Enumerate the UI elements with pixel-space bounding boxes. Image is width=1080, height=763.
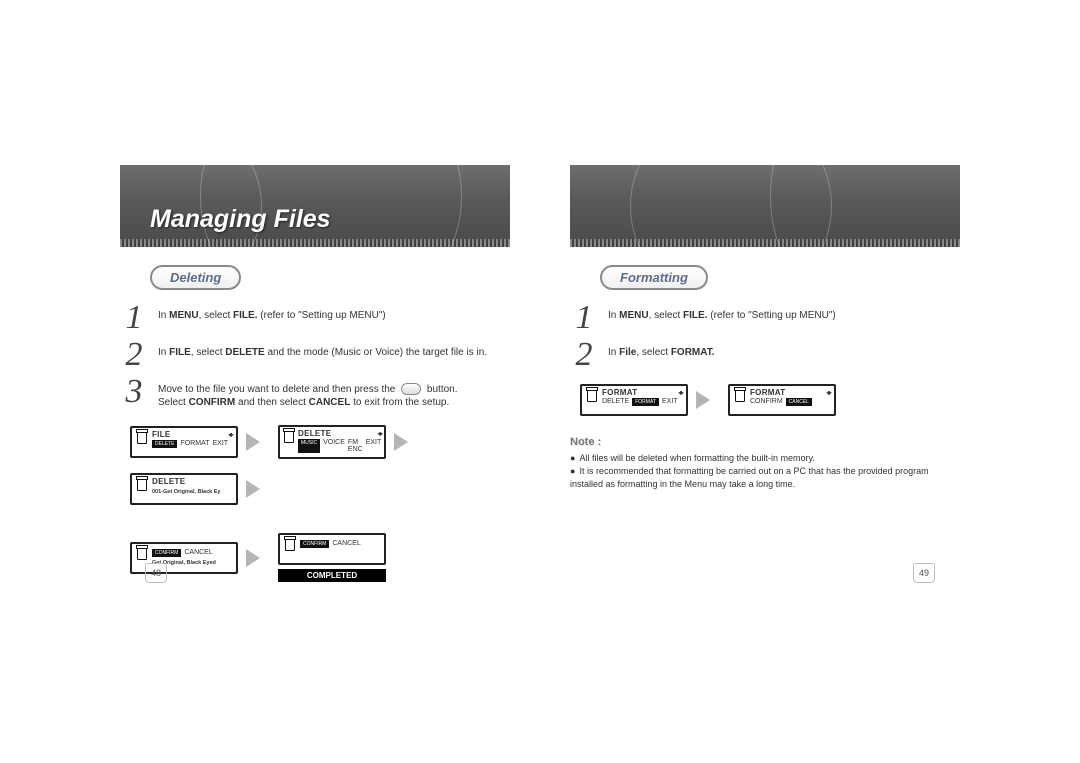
step-number: 1 [570, 304, 598, 331]
nav-arrows-icon: ◂▸ [678, 391, 682, 395]
note-item: ●All files will be deleted when formatti… [570, 452, 960, 465]
lcd-delete-file: DELETE 001-Get Original, Black Ey [130, 473, 260, 505]
step-text: In MENU, select FILE. (refer to "Setting… [158, 304, 510, 322]
step-3: 3 Move to the file you want to delete an… [120, 378, 510, 409]
lcd-delete-mode: DELETE ◂▸ MUSIC VOICE FM ENC EXIT [278, 425, 408, 459]
step-text: In FILE, select DELETE and the mode (Mus… [158, 341, 510, 359]
mode-button-icon [401, 383, 421, 395]
step-number: 3 [120, 378, 148, 405]
trash-icon [285, 539, 295, 551]
note-item: ●It is recommended that formatting be ca… [570, 465, 960, 490]
lcd-confirm-2: CONFIRM CANCEL COMPLETED [278, 533, 386, 582]
trash-icon [137, 479, 147, 491]
step-2: 2 In FILE, select DELETE and the mode (M… [120, 341, 510, 368]
lcd-format-2: FORMAT ◂▸ CONFIRM CANCEL [728, 384, 836, 416]
trash-icon [735, 390, 745, 402]
step-number: 1 [120, 304, 148, 331]
nav-arrows-icon: ◂▸ [826, 391, 830, 395]
lcd-screen: FORMAT ◂▸ DELETE FORMAT EXIT [580, 384, 688, 416]
arrow-icon [394, 433, 408, 451]
lcd-screen: FORMAT ◂▸ CONFIRM CANCEL [728, 384, 836, 416]
lcd-screen: DELETE 001-Get Original, Black Ey [130, 473, 238, 505]
completed-label: COMPLETED [278, 569, 386, 582]
lcd-file: FILE ◂▸ DELETE FORMAT EXIT [130, 425, 260, 459]
left-page: Deleting 1 In MENU, select FILE. (refer … [120, 165, 510, 582]
lcd-format-1: FORMAT ◂▸ DELETE FORMAT EXIT [580, 384, 710, 416]
lcd-screen: FILE ◂▸ DELETE FORMAT EXIT [130, 426, 238, 458]
step-text: In File, select FORMAT. [608, 341, 960, 359]
page-number-left: 48 [145, 563, 167, 583]
lcd-screen: CONFIRM CANCEL [278, 533, 386, 565]
arrow-icon [246, 433, 260, 451]
nav-arrows-icon: ◂▸ [228, 433, 232, 437]
section-heading-formatting: Formatting [600, 265, 708, 290]
trash-icon [587, 390, 597, 402]
step-text: In MENU, select FILE. (refer to "Setting… [608, 304, 960, 322]
format-screens: FORMAT ◂▸ DELETE FORMAT EXIT [580, 384, 960, 416]
page-number-right: 49 [913, 563, 935, 583]
nav-arrows-icon: ◂▸ [377, 432, 381, 436]
arrow-icon [246, 480, 260, 498]
delete-screens: FILE ◂▸ DELETE FORMAT EXIT [130, 425, 510, 582]
trash-icon [137, 432, 147, 444]
trash-icon [284, 431, 294, 443]
lcd-screen: DELETE ◂▸ MUSIC VOICE FM ENC EXIT [278, 425, 386, 459]
step-1: 1 In MENU, select FILE. (refer to "Setti… [570, 304, 960, 331]
note-heading: Note : [570, 436, 960, 448]
section-heading-deleting: Deleting [150, 265, 241, 290]
arrow-icon [246, 549, 260, 567]
note-list: ●All files will be deleted when formatti… [570, 452, 960, 490]
trash-icon [137, 548, 147, 560]
step-number: 2 [570, 341, 598, 368]
step-number: 2 [120, 341, 148, 368]
step-text: Move to the file you want to delete and … [158, 378, 510, 409]
right-page: Formatting 1 In MENU, select FILE. (refe… [570, 165, 960, 582]
step-1: 1 In MENU, select FILE. (refer to "Setti… [120, 304, 510, 331]
step-2: 2 In File, select FORMAT. [570, 341, 960, 368]
arrow-icon [696, 391, 710, 409]
